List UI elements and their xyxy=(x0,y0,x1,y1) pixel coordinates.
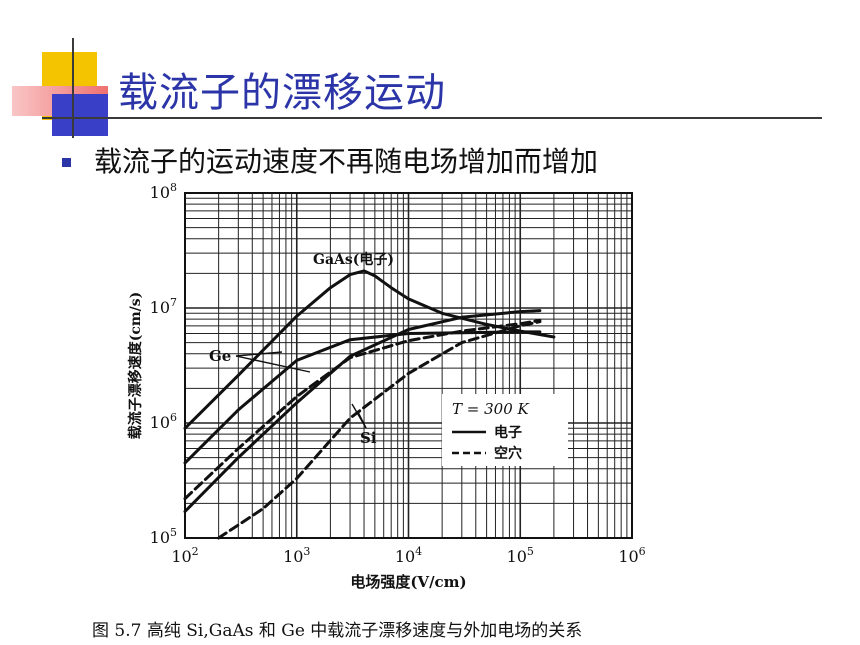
y-tick-label: 105 xyxy=(150,526,177,547)
series-si-electron xyxy=(183,309,542,513)
decor-blue-square xyxy=(52,94,108,136)
x-tick-label: 102 xyxy=(171,545,198,566)
y-tick-label: 106 xyxy=(150,411,177,432)
bullet-marker xyxy=(62,158,71,167)
y-tick-label: 107 xyxy=(150,296,177,317)
plot-frame xyxy=(184,192,633,539)
annotation-ge: Ge xyxy=(209,347,231,365)
legend-title: T = 300 K xyxy=(452,400,530,418)
series-ge-hole xyxy=(183,318,542,501)
figure-caption: 图 5.7 高纯 Si,GaAs 和 Ge 中载流子漂移速度与外加电场的关系 xyxy=(92,621,583,641)
bullet-text: 载流子的运动速度不再随电场增加而增加 xyxy=(94,145,599,178)
series-ge-electron xyxy=(183,330,542,465)
leader-ge-hole xyxy=(235,355,311,373)
decor-vertical-line xyxy=(72,38,74,138)
chart-legend: T = 300 K 电子 空穴 xyxy=(442,394,568,466)
annotation-leaders xyxy=(235,351,367,429)
y-axis-label: 载流子漂移速度(cm/s) xyxy=(127,292,144,440)
x-tick-label: 106 xyxy=(618,545,645,566)
y-tick-label: 108 xyxy=(150,181,177,202)
leader-si-hole xyxy=(357,411,367,429)
leader-ge-electron xyxy=(235,351,283,357)
annotation-gaas: GaAs(电子) xyxy=(313,251,394,268)
series-si-hole xyxy=(217,320,542,540)
chart-grid xyxy=(185,193,632,538)
x-axis-label: 电场强度(V/cm) xyxy=(350,573,466,591)
x-tick-label: 105 xyxy=(507,545,534,566)
series-gaas-electron xyxy=(183,269,556,430)
legend-label-electron: 电子 xyxy=(494,424,522,441)
title-underline xyxy=(42,117,822,119)
chart-series xyxy=(183,269,556,540)
slide-title: 载流子的漂移运动 xyxy=(118,70,446,116)
annotation-si: Si xyxy=(360,429,377,447)
x-tick-label: 104 xyxy=(395,545,422,566)
legend-label-hole: 空穴 xyxy=(494,445,522,462)
x-tick-label: 103 xyxy=(283,545,310,566)
